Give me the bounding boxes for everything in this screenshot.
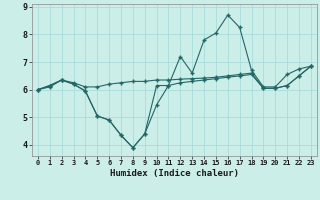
X-axis label: Humidex (Indice chaleur): Humidex (Indice chaleur) bbox=[110, 169, 239, 178]
